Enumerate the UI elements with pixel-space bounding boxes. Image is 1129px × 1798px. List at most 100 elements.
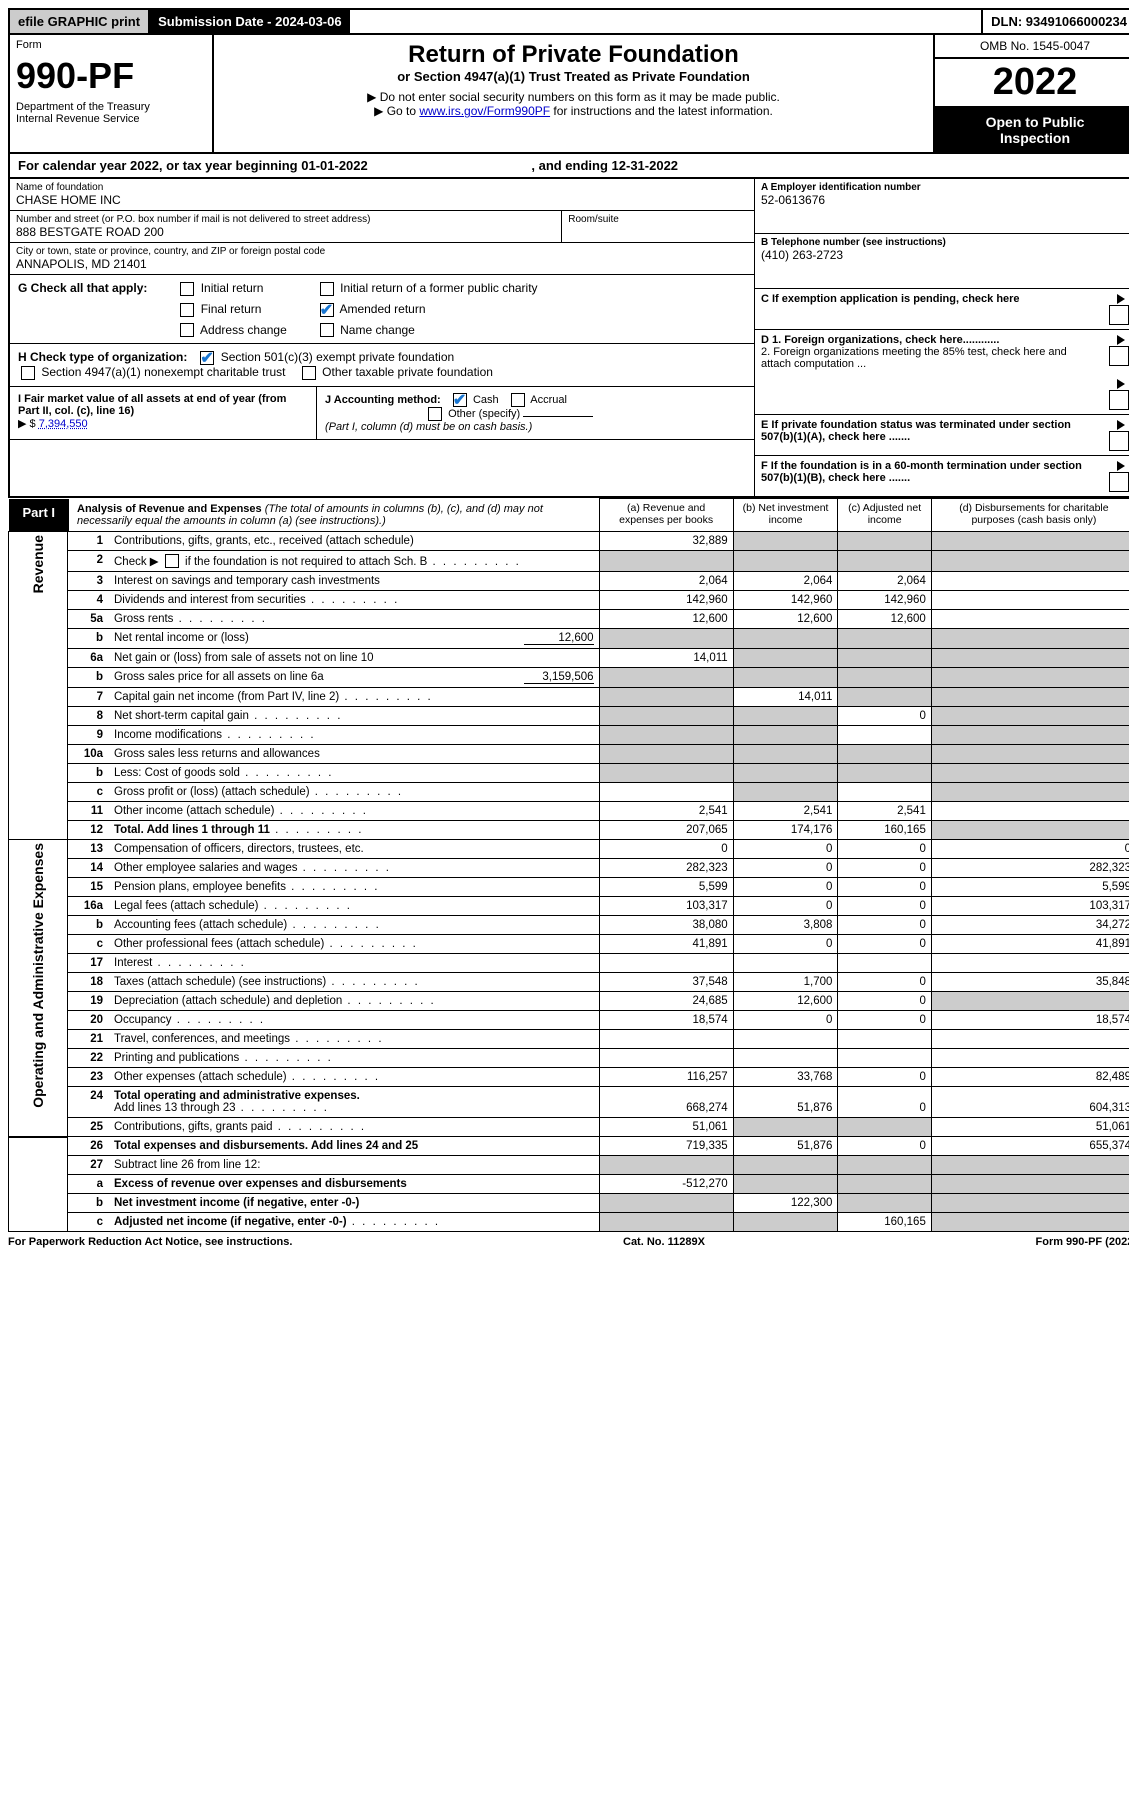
b-label: B Telephone number (see instructions) (761, 237, 946, 248)
line-24-b: 51,876 (733, 1087, 838, 1118)
section-ij: I Fair market value of all assets at end… (10, 387, 754, 440)
part1-title: Analysis of Revenue and Expenses (77, 503, 262, 515)
line-15-num: 15 (68, 878, 110, 897)
j-label: J Accounting method: (325, 394, 441, 406)
arrow-icon (1117, 335, 1125, 345)
line-24-num: 24 (68, 1087, 110, 1118)
addr-label: Number and street (or P.O. box number if… (16, 214, 555, 225)
line-24-a: 668,274 (599, 1087, 733, 1118)
checkbox-amended-return[interactable] (320, 303, 334, 317)
line-19-b: 12,600 (733, 992, 838, 1011)
line-25-d: 51,061 (931, 1118, 1129, 1137)
col-a-header: (a) Revenue and expenses per books (599, 499, 733, 532)
line-22-desc: Printing and publications (109, 1049, 599, 1068)
checkbox-sch-b[interactable] (165, 554, 179, 568)
line-26-desc: Total expenses and disbursements. Add li… (114, 1140, 418, 1152)
line-23-a: 116,257 (599, 1068, 733, 1087)
line-13-a: 0 (599, 840, 733, 859)
line-11-c: 2,541 (838, 802, 931, 821)
open-inspection: Open to Public Inspection (935, 108, 1129, 152)
line-11-a: 2,541 (599, 802, 733, 821)
line-26-num: 26 (68, 1137, 110, 1156)
line-16b-a: 38,080 (599, 916, 733, 935)
line-25-num: 25 (68, 1118, 110, 1137)
g-initial-former: Initial return of a former public charit… (340, 281, 537, 295)
checkbox-d1[interactable] (1109, 346, 1129, 366)
line-24-d: 604,313 (931, 1087, 1129, 1118)
line-2-num: 2 (68, 550, 110, 572)
checkbox-name-change[interactable] (320, 323, 334, 337)
j-note: (Part I, column (d) must be on cash basi… (325, 421, 532, 433)
checkbox-f[interactable] (1109, 472, 1129, 492)
checkbox-final-return[interactable] (180, 303, 194, 317)
g-name-change: Name change (340, 323, 415, 337)
line-10a-desc: Gross sales less returns and allowances (109, 745, 599, 764)
line-19-desc: Depreciation (attach schedule) and deple… (109, 992, 599, 1011)
checkbox-501c3[interactable] (200, 351, 214, 365)
checkbox-d2[interactable] (1109, 390, 1129, 410)
arrow-icon (1117, 294, 1125, 304)
cal-pre: For calendar year 2022, or tax year begi… (18, 158, 301, 173)
form-header: Form 990-PF Department of the Treasury I… (8, 35, 1129, 154)
checkbox-initial-return[interactable] (180, 282, 194, 296)
line-16b-b: 3,808 (733, 916, 838, 935)
line-17-desc: Interest (109, 954, 599, 973)
j-cash: Cash (473, 394, 499, 406)
line-16a-desc: Legal fees (attach schedule) (109, 897, 599, 916)
line-19-c: 0 (838, 992, 931, 1011)
line-26-a: 719,335 (599, 1137, 733, 1156)
checkbox-c[interactable] (1109, 305, 1129, 325)
line-26-c: 0 (838, 1137, 931, 1156)
line-7-b: 14,011 (733, 688, 838, 707)
line-8-c: 0 (838, 707, 931, 726)
line-5a-b: 12,600 (733, 610, 838, 629)
line-15-a: 5,599 (599, 878, 733, 897)
line-5a-desc: Gross rents (109, 610, 599, 629)
checkbox-4947a1[interactable] (21, 366, 35, 380)
line-4-b: 142,960 (733, 591, 838, 610)
line-13-desc: Compensation of officers, directors, tru… (109, 840, 599, 859)
line-23-num: 23 (68, 1068, 110, 1087)
line-25-a: 51,061 (599, 1118, 733, 1137)
g-final: Final return (201, 302, 262, 316)
line-24-desc: Total operating and administrative expen… (109, 1087, 599, 1118)
line-16a-d: 103,317 (931, 897, 1129, 916)
line-21-desc: Travel, conferences, and meetings (109, 1030, 599, 1049)
line-27-desc: Subtract line 26 from line 12: (109, 1156, 599, 1175)
line-23-b: 33,768 (733, 1068, 838, 1087)
f-label: F If the foundation is in a 60-month ter… (761, 460, 1082, 484)
inst2-post: for instructions and the latest informat… (550, 104, 773, 118)
line-15-d: 5,599 (931, 878, 1129, 897)
line-6b-inline: 3,159,506 (524, 671, 594, 684)
line-14-num: 14 (68, 859, 110, 878)
checkbox-other-method[interactable] (428, 407, 442, 421)
line-10c-desc: Gross profit or (loss) (attach schedule) (109, 783, 599, 802)
checkbox-address-change[interactable] (180, 323, 194, 337)
checkbox-initial-former[interactable] (320, 282, 334, 296)
line-13-d: 0 (931, 840, 1129, 859)
line-7-num: 7 (68, 688, 110, 707)
line-27c-c: 160,165 (838, 1213, 931, 1232)
part1-tab: Part I (9, 499, 70, 531)
form-link[interactable]: www.irs.gov/Form990PF (419, 104, 550, 118)
ein-value: 52-0613676 (761, 193, 1129, 207)
line-16b-num: b (68, 916, 110, 935)
line-6a-a: 14,011 (599, 649, 733, 668)
line-12-c: 160,165 (838, 821, 931, 840)
line-16a-a: 103,317 (599, 897, 733, 916)
checkbox-e[interactable] (1109, 431, 1129, 451)
line-20-c: 0 (838, 1011, 931, 1030)
checkbox-cash[interactable] (453, 393, 467, 407)
line-27b-b: 122,300 (733, 1194, 838, 1213)
line-4-num: 4 (68, 591, 110, 610)
line-27-num: 27 (68, 1156, 110, 1175)
checkbox-other-taxable[interactable] (302, 366, 316, 380)
e-label: E If private foundation status was termi… (761, 419, 1071, 443)
line-1-a: 32,889 (599, 531, 733, 550)
line-4-desc: Dividends and interest from securities (109, 591, 599, 610)
cal-mid: , and ending (531, 158, 611, 173)
i-label: I Fair market value of all assets at end… (18, 393, 286, 417)
efile-print-button[interactable]: efile GRAPHIC print (10, 10, 150, 33)
calendar-year: For calendar year 2022, or tax year begi… (8, 154, 1129, 179)
checkbox-accrual[interactable] (511, 393, 525, 407)
